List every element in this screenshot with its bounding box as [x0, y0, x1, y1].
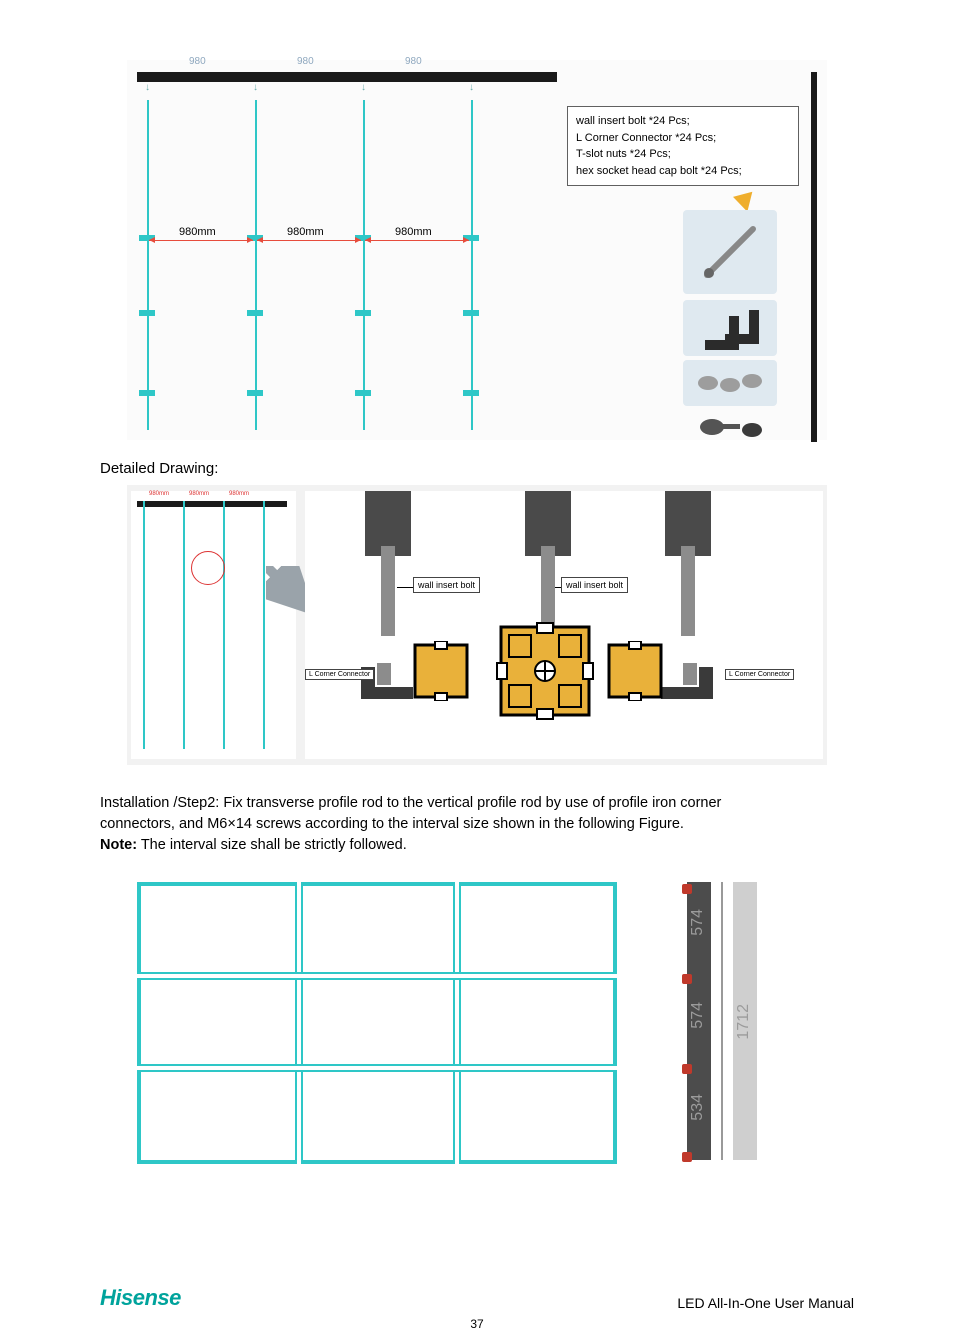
- side-dim-2: 574: [689, 1002, 707, 1029]
- mini-vrod: [143, 501, 145, 749]
- callout-line-3: T-slot nuts *24 Pcs;: [576, 146, 790, 163]
- top-dim-1: 980: [189, 56, 206, 67]
- dimension-line: [149, 240, 253, 241]
- vertical-rod: [255, 100, 257, 430]
- top-mounting-bar: [137, 72, 557, 82]
- spacing-label-3: 980mm: [395, 226, 432, 238]
- mini-dim-2: 980mm: [189, 491, 209, 497]
- arrow-down-icon: ↓: [253, 82, 258, 93]
- top-dim-2: 980: [297, 56, 314, 67]
- arrow-down-icon: ↓: [469, 82, 474, 93]
- connector-stub: [247, 310, 263, 316]
- vertical-rod: [147, 100, 149, 430]
- step2-paragraph: Installation /Step2: Fix transverse prof…: [100, 793, 854, 856]
- parts-callout-box: wall insert bolt *24 Pcs; L Corner Conne…: [567, 106, 799, 186]
- l-corner-bracket-icon: [657, 659, 717, 703]
- spacing-label-1: 980mm: [179, 226, 216, 238]
- dimension-line: [365, 240, 469, 241]
- detail-left-panel: 980mm 980mm 980mm: [131, 491, 296, 759]
- mini-dim-1: 980mm: [149, 491, 169, 497]
- t-slot-nuts-thumb: [683, 360, 777, 406]
- top-dim-3: 980: [405, 56, 422, 67]
- arrow-down-icon: ↓: [145, 82, 150, 93]
- callout-line-4: hex socket head cap bolt *24 Pcs;: [576, 163, 790, 180]
- connector-stub: [355, 390, 371, 396]
- step2-note-text: The interval size shall be strictly foll…: [137, 837, 407, 853]
- leader-line: [397, 587, 413, 588]
- grid-vertical-divider: [295, 882, 303, 1164]
- grid-horizontal-divider: [137, 972, 617, 980]
- grid-horizontal-divider: [137, 1064, 617, 1072]
- side-total-dim: 1712: [735, 1004, 753, 1040]
- side-connector-icon: [682, 1152, 692, 1162]
- side-connector-icon: [682, 884, 692, 894]
- wall-insert-bolt-thumb: [683, 210, 777, 294]
- side-gap-line: [721, 882, 723, 1160]
- zoom-circle-icon: [191, 551, 225, 585]
- detail-right-panel: wall insert bolt wall insert bolt L Corn…: [305, 491, 823, 759]
- l-corner-connector-thumb: [683, 300, 777, 356]
- half-profile-icon: [605, 641, 665, 701]
- vertical-rod: [363, 100, 365, 430]
- doc-title: LED All-In-One User Manual: [677, 1295, 854, 1311]
- grid-vertical-divider: [453, 882, 461, 1164]
- mini-vrod: [263, 501, 265, 749]
- spacing-label-2: 980mm: [287, 226, 324, 238]
- callout-line-2: L Corner Connector *24 Pcs;: [576, 130, 790, 147]
- side-dim-3: 534: [689, 1094, 707, 1121]
- wall-insert-bolt: [681, 546, 695, 636]
- brand-logo: Hisense: [100, 1285, 181, 1311]
- l-corner-connector-label: L Corner Connector: [725, 669, 794, 680]
- half-profile-icon: [411, 641, 471, 701]
- connector-stub: [463, 310, 479, 316]
- wall-insert-bolt: [381, 546, 395, 636]
- figure-1-frame-layout: 980 980 980 ↓ ↓ ↓ ↓ 980mm 980mm 980mm wa…: [127, 60, 827, 440]
- mini-dim-3: 980mm: [229, 491, 249, 497]
- callout-line-1: wall insert bolt *24 Pcs;: [576, 113, 790, 130]
- side-dimension-panel: 574 574 534 1712: [665, 874, 815, 1166]
- arrow-down-icon: ↓: [361, 82, 366, 93]
- connector-stub: [247, 390, 263, 396]
- connector-stub: [139, 390, 155, 396]
- mini-vrod: [223, 501, 225, 749]
- wall-insert-bolt-label: wall insert bolt: [561, 577, 628, 593]
- connector-stub: [355, 310, 371, 316]
- step2-line1: Installation /Step2: Fix transverse prof…: [100, 795, 721, 811]
- vertical-rod: [471, 100, 473, 430]
- leader-line: [555, 587, 561, 588]
- frame-grid: [137, 882, 617, 1164]
- grid-outer: [137, 882, 617, 1164]
- side-dim-1: 574: [689, 909, 707, 936]
- right-dark-strip: [811, 72, 817, 442]
- l-corner-connector-label: L Corner Connector: [305, 669, 374, 680]
- connector-stub: [139, 310, 155, 316]
- connector-stub: [463, 390, 479, 396]
- figure-3-interval-size: 574 574 534 1712: [127, 874, 827, 1174]
- profile-cross-section-icon: [495, 621, 595, 721]
- l-corner-bracket-icon: [357, 659, 417, 703]
- detailed-drawing-heading: Detailed Drawing:: [100, 460, 854, 477]
- step2-note-label: Note:: [100, 837, 137, 853]
- side-connector-icon: [682, 1064, 692, 1074]
- side-connector-icon: [682, 974, 692, 984]
- dimension-line: [257, 240, 361, 241]
- page-footer: Hisense LED All-In-One User Manual: [100, 1285, 854, 1311]
- step2-line2: connectors, and M6×14 screws according t…: [100, 816, 684, 832]
- hex-bolt-thumb: [683, 410, 777, 444]
- figure-2-detailed-drawing: 980mm 980mm 980mm wall insert bolt wall …: [127, 485, 827, 765]
- page-number: 37: [0, 1317, 954, 1331]
- mini-vrod: [183, 501, 185, 749]
- wall-insert-bolt-label: wall insert bolt: [413, 577, 480, 593]
